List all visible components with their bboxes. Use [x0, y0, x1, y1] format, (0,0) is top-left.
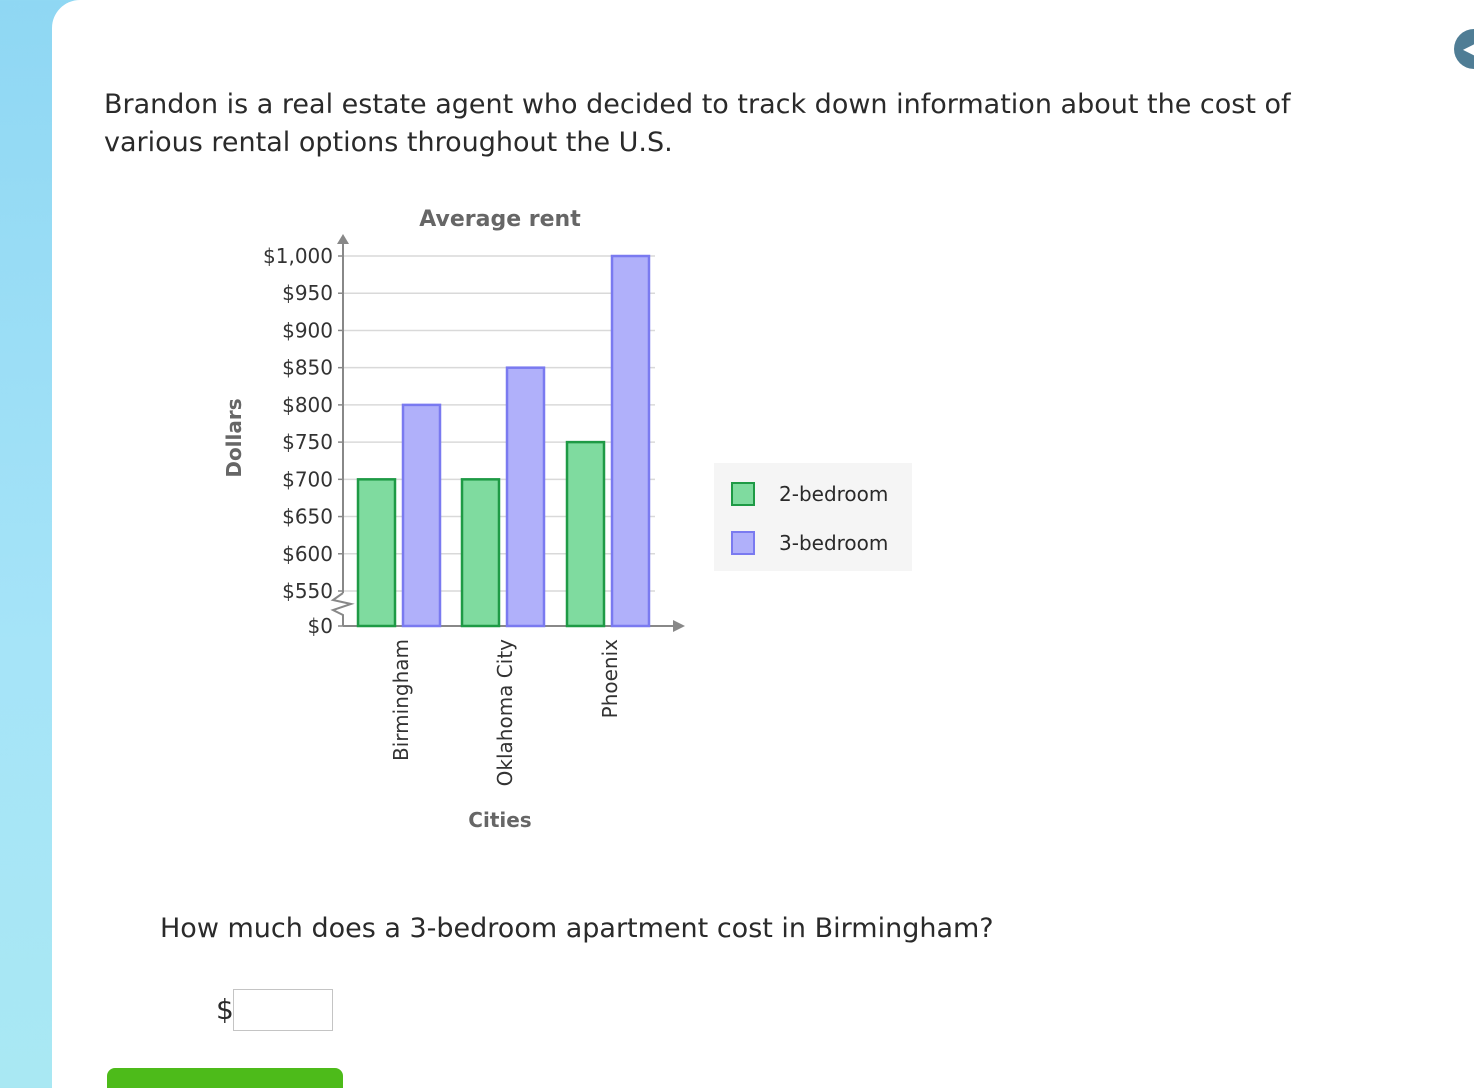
chevron-icon[interactable]: ◀: [1454, 29, 1474, 69]
y-tick-label: $800: [282, 393, 333, 417]
y-tick-label: $750: [282, 430, 333, 454]
bar-2-bedroom-oklahoma-city: [460, 478, 501, 628]
chart-legend: 2-bedroom 3-bedroom: [714, 463, 912, 571]
y-tick-label: $0: [308, 614, 333, 638]
x-tick-label: Phoenix: [598, 639, 622, 719]
x-axis-arrow: [673, 620, 685, 632]
bar-3-bedroom-birmingham: [401, 403, 442, 628]
y-tick-label: $700: [282, 467, 333, 491]
x-axis-label: Cities: [468, 808, 531, 832]
y-tick-label: $900: [282, 318, 333, 342]
legend-swatch-3-bedroom: [731, 531, 755, 555]
y-tick-label: $1,000: [263, 244, 333, 268]
y-tick-label: $950: [282, 281, 333, 305]
x-tick-label: Oklahoma City: [493, 639, 517, 787]
bar-3-bedroom-oklahoma-city: [505, 366, 546, 628]
submit-button[interactable]: [107, 1068, 343, 1088]
y-tick-label: $850: [282, 356, 333, 380]
legend-swatch-2-bedroom: [731, 482, 755, 506]
legend-item-3-bedroom: 3-bedroom: [731, 530, 888, 556]
rent-bar-chart: Average rent $0 $550 $600 $650 $700 $750 $800 $8…: [222, 207, 685, 832]
currency-symbol: $: [216, 993, 234, 1026]
x-tick-label: Birmingham: [389, 639, 413, 761]
y-tick-label: $600: [282, 542, 333, 566]
y-tick-label: $650: [282, 505, 333, 529]
y-axis-label: Dollars: [222, 398, 246, 477]
legend-label-3-bedroom: 3-bedroom: [779, 531, 889, 555]
bar-2-bedroom-phoenix: [565, 440, 606, 628]
answer-input[interactable]: [233, 989, 333, 1031]
bar-3-bedroom-phoenix: [610, 254, 651, 628]
chart-title: Average rent: [419, 207, 581, 232]
y-tick-label: $550: [282, 579, 333, 603]
question-text: How much does a 3-bedroom apartment cost…: [160, 913, 994, 944]
bar-2-bedroom-birmingham: [356, 478, 397, 628]
legend-item-2-bedroom: 2-bedroom: [731, 481, 888, 507]
y-axis-arrow: [337, 234, 349, 244]
problem-intro: Brandon is a real estate agent who decid…: [104, 89, 1291, 158]
y-axis-break: [330, 592, 355, 626]
legend-label-2-bedroom: 2-bedroom: [779, 482, 889, 506]
